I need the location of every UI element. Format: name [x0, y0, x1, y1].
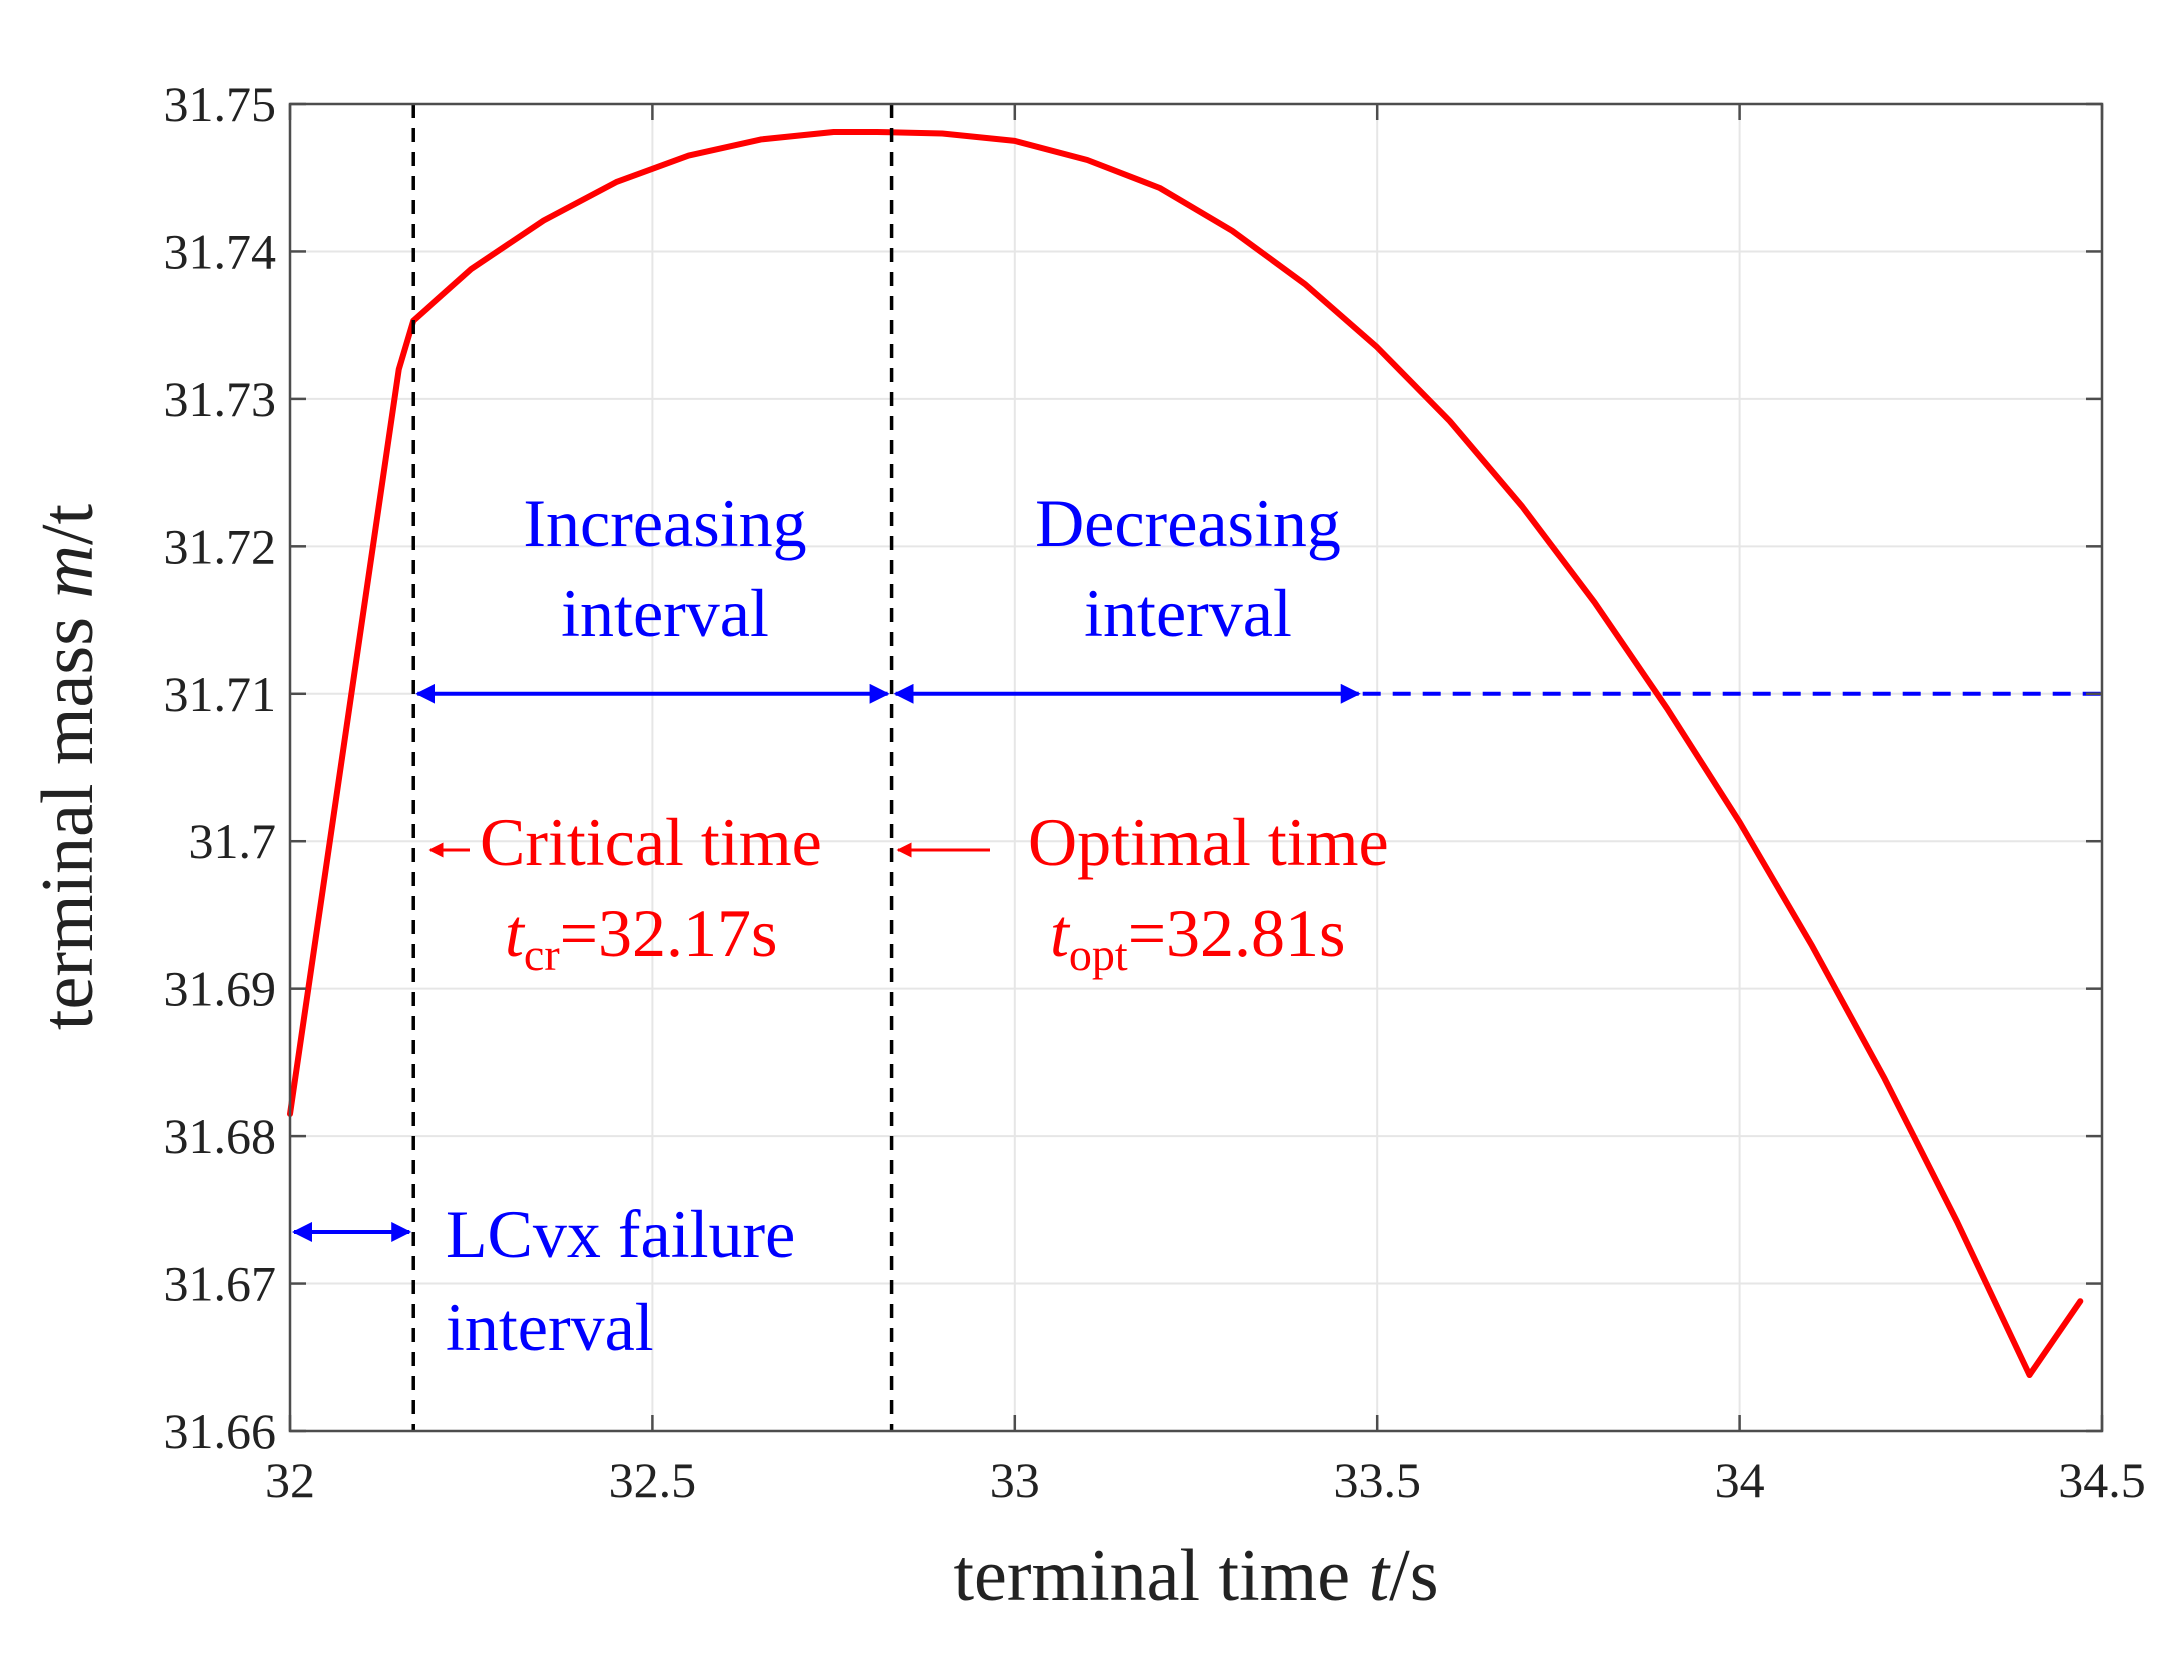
- x-tick-label: 34.5: [2058, 1452, 2146, 1508]
- lcvx-label-line2: interval: [446, 1289, 654, 1365]
- x-tick-label: 32: [265, 1452, 315, 1508]
- y-axis-title: terminal mass m/t: [27, 503, 109, 1030]
- decreasing-label-line1: Decreasing: [1035, 485, 1341, 561]
- y-tick-label: 31.74: [164, 223, 277, 279]
- x-tick-label: 34: [1715, 1452, 1765, 1508]
- x-tick-label: 32.5: [609, 1452, 697, 1508]
- markers-layer: [292, 104, 2102, 1431]
- critical-label-line2: tcr=32.17s: [505, 895, 777, 980]
- y-tick-label: 31.67: [164, 1256, 277, 1312]
- series-layer: [287, 129, 2084, 1378]
- y-tick-label: 31.68: [164, 1108, 277, 1164]
- ticks: 32 32.5 33 33.5 34 34.5 31.66 31.67 31.68 31.69 31…: [164, 76, 2146, 1508]
- x-tick-label: 33.5: [1333, 1452, 1421, 1508]
- decreasing-label-line2: interval: [1084, 575, 1292, 651]
- increasing-label-line1: Increasing: [523, 485, 806, 561]
- y-tick-label: 31.72: [164, 518, 277, 574]
- plot-background: [290, 104, 2102, 1431]
- grid: [289, 103, 2103, 1432]
- y-tick-label: 31.66: [164, 1403, 277, 1459]
- increasing-label-line2: interval: [561, 575, 769, 651]
- y-tick-label: 31.7: [189, 813, 277, 869]
- plot-frame: [288, 102, 2104, 1433]
- y-tick-label: 31.75: [164, 76, 277, 132]
- x-tick-label: 33: [990, 1452, 1040, 1508]
- series-line: [287, 129, 2084, 1378]
- x-axis-title: terminal time t/s: [953, 1535, 1438, 1617]
- y-tick-label: 31.73: [164, 371, 277, 427]
- critical-label-line1: Critical time: [480, 804, 822, 880]
- optimal-label-line2: topt=32.81s: [1050, 895, 1346, 980]
- optimal-label-line1: Optimal time: [1028, 804, 1389, 880]
- y-tick-label: 31.71: [164, 666, 277, 722]
- y-tick-label: 31.69: [164, 961, 277, 1017]
- lcvx-label-line1: LCvx failure: [446, 1196, 795, 1272]
